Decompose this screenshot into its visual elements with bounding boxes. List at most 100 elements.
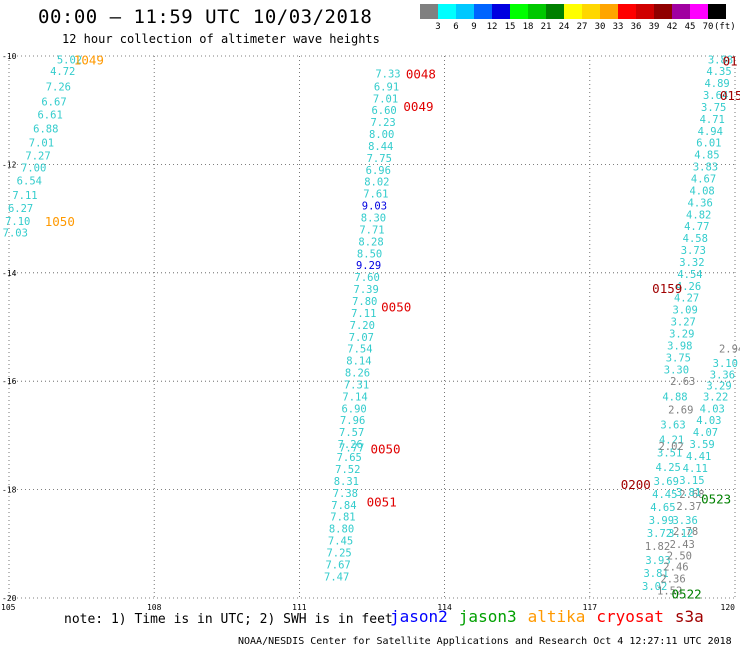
lon-tick-label: 117 bbox=[583, 603, 598, 612]
legend-s3a: s3a bbox=[674, 607, 704, 626]
legend-jason2: jason2 bbox=[390, 607, 448, 626]
wave-height-value: 6.60 bbox=[371, 105, 396, 117]
scale-swatch bbox=[654, 4, 672, 19]
scale-label: 42 bbox=[666, 22, 678, 32]
wave-height-value: 8.02 bbox=[364, 177, 389, 189]
wave-height-value: 1.82 bbox=[645, 541, 670, 553]
scale-label: 24 bbox=[558, 22, 570, 32]
wave-height-value: 7.25 bbox=[326, 547, 351, 559]
map-title: 00:00 – 11:59 UTC 10/03/2018 bbox=[38, 6, 373, 28]
scale-swatch bbox=[672, 4, 690, 19]
scale-label: 6 bbox=[453, 22, 459, 32]
pass-time-label: 0523 bbox=[701, 491, 731, 506]
pass-time-label: 015 bbox=[720, 88, 740, 103]
pass-time-label: 1050 bbox=[45, 214, 75, 229]
scale-label: 18 bbox=[522, 22, 534, 32]
wave-height-value: 2.69 bbox=[668, 404, 693, 416]
wave-height-value: 7.67 bbox=[325, 559, 350, 571]
wave-height-value: 4.45 bbox=[652, 489, 677, 501]
wave-height-value: 7.11 bbox=[351, 308, 376, 320]
wave-height-value: 3.75 bbox=[701, 102, 726, 114]
scale-swatch bbox=[564, 4, 582, 19]
lon-tick-label: 111 bbox=[292, 603, 307, 612]
scale-label: 36 bbox=[630, 22, 642, 32]
wave-height-value: 4.82 bbox=[686, 209, 711, 221]
wave-height-value: 6.90 bbox=[341, 403, 366, 415]
wave-height-value: 7.14 bbox=[342, 391, 367, 403]
wave-height-value: 6.61 bbox=[37, 110, 62, 122]
wave-height-value: 2.43 bbox=[670, 539, 695, 551]
wave-height-value: 3.12 bbox=[668, 528, 693, 540]
wave-height-value: 7.75 bbox=[367, 153, 392, 165]
wave-height-value: 3.32 bbox=[679, 257, 704, 269]
track-jason3: 3.884.354.893.643.754.714.946.014.853.83… bbox=[642, 54, 733, 593]
wave-height-value: 4.26 bbox=[676, 281, 701, 293]
wave-height-value: 9.29 bbox=[356, 260, 381, 272]
wave-height-value: 5.02 bbox=[57, 54, 82, 66]
wave-height-value: 3.09 bbox=[672, 305, 697, 317]
wave-height-value: 2.68 bbox=[679, 489, 704, 501]
scale-label: 12 bbox=[486, 22, 498, 32]
wave-height-value: 4.08 bbox=[689, 185, 714, 197]
scale-swatch bbox=[492, 4, 510, 19]
wave-height-value: 6.91 bbox=[374, 81, 399, 93]
wave-height-value: 8.50 bbox=[357, 248, 382, 260]
wave-height-value: 3.59 bbox=[689, 439, 714, 451]
wave-height-value: 7.23 bbox=[370, 117, 395, 129]
wave-height-value: 3.81 bbox=[676, 487, 701, 499]
pass-time-label: 1049 bbox=[74, 52, 104, 67]
map-subtitle: 12 hour collection of altimeter wave hei… bbox=[62, 32, 380, 46]
wave-height-value: 4.27 bbox=[674, 293, 699, 305]
lat-tick-label: -18 bbox=[2, 486, 17, 495]
map-grid bbox=[8, 55, 736, 599]
wave-height-value: 3.93 bbox=[645, 555, 670, 567]
lon-tick-label: 108 bbox=[147, 603, 162, 612]
wave-height-value: 7.00 bbox=[21, 163, 46, 175]
wave-height-value: 3.64 bbox=[703, 90, 728, 102]
wave-height-value: 7.47 bbox=[324, 571, 349, 583]
wave-height-value: 3.36 bbox=[710, 370, 735, 382]
wave-height-value: 6.01 bbox=[696, 138, 721, 150]
wave-height-value: 3.81 bbox=[643, 568, 668, 580]
legend-cryosat: cryosat bbox=[596, 607, 664, 626]
satellite-legend: jason2 jason3 altika cryosat s3a bbox=[390, 607, 715, 626]
scale-label: 15 bbox=[504, 22, 516, 32]
wave-height-value: 2.63 bbox=[670, 376, 695, 388]
wave-height-value: 4.77 bbox=[684, 221, 709, 233]
wave-height-value: 4.65 bbox=[650, 502, 675, 514]
lon-tick-label: 105 bbox=[1, 603, 16, 612]
wave-height-value: 3.36 bbox=[672, 515, 697, 527]
wave-height-value: 7.84 bbox=[331, 500, 356, 512]
scale-swatch bbox=[546, 4, 564, 19]
scale-swatch bbox=[528, 4, 546, 19]
wave-height-value: 6.96 bbox=[366, 165, 391, 177]
legend-altika: altika bbox=[527, 607, 586, 626]
wave-height-value: 8.30 bbox=[361, 213, 386, 225]
lon-tick-label: 114 bbox=[437, 603, 452, 612]
pass-time-label: 0048 bbox=[406, 66, 436, 81]
scale-label: 45 bbox=[684, 22, 696, 32]
scale-swatch bbox=[438, 4, 456, 19]
wave-height-value: 7.27 bbox=[25, 151, 50, 163]
lat-tick-label: -10 bbox=[2, 52, 17, 61]
wave-height-value: 3.73 bbox=[681, 245, 706, 257]
wave-height-value: 7.39 bbox=[354, 284, 379, 296]
scale-label: 70 bbox=[702, 22, 714, 32]
wave-height-value: 1.52 bbox=[657, 585, 682, 597]
scale-swatch bbox=[510, 4, 528, 19]
wave-height-value: 3.63 bbox=[660, 420, 685, 432]
wave-height-value: 2.02 bbox=[658, 441, 683, 453]
wave-height-value: 4.07 bbox=[693, 427, 718, 439]
track-altika: 5.024.72 7.26 6.676.61 6.88 7.017.277.006.54… bbox=[3, 54, 83, 239]
pass-time-labels: 1049 1050 0048 0049 0050 0050 0051 01 015 0159 020… bbox=[45, 52, 740, 601]
wave-height-value: 3.88 bbox=[708, 54, 733, 66]
scale-label: 33 bbox=[612, 22, 624, 32]
lat-tick-label: -12 bbox=[2, 160, 17, 169]
wave-height-value: 4.94 bbox=[698, 126, 723, 138]
wave-height-value: 7.20 bbox=[350, 320, 375, 332]
wave-height-value: 6.67 bbox=[41, 97, 66, 109]
pass-time-label: 0200 bbox=[621, 477, 651, 492]
wave-height-value: 7.71 bbox=[359, 224, 384, 236]
wave-height-value: 7.61 bbox=[363, 189, 388, 201]
